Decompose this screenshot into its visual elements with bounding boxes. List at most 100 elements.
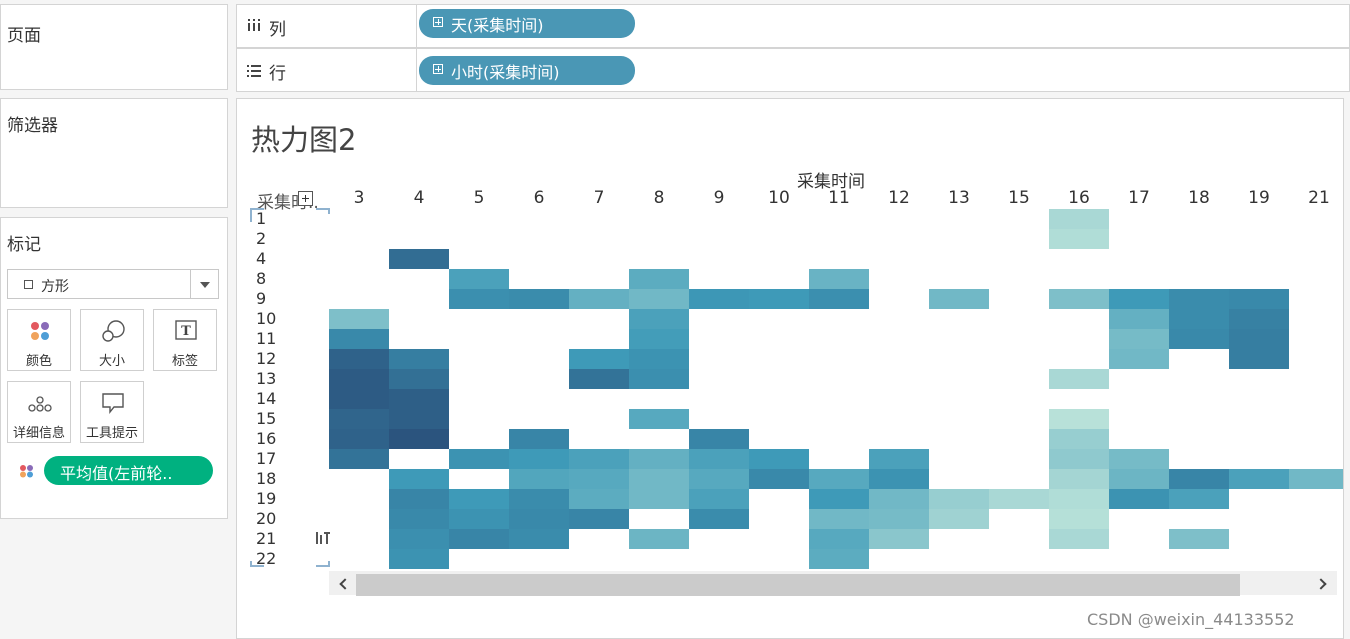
heatmap-cell[interactable] bbox=[989, 489, 1049, 509]
heatmap-cell[interactable] bbox=[1049, 229, 1109, 249]
column-label[interactable]: 13 bbox=[948, 188, 970, 208]
heatmap-cell[interactable] bbox=[389, 409, 449, 429]
heatmap-cell[interactable] bbox=[509, 289, 569, 309]
heatmap-cell[interactable] bbox=[389, 369, 449, 389]
heatmap-cell[interactable] bbox=[929, 489, 989, 509]
row-label[interactable]: 11 bbox=[256, 329, 277, 348]
color-button[interactable]: 颜色 bbox=[7, 309, 71, 371]
heatmap-cell[interactable] bbox=[389, 349, 449, 369]
expand-plus-icon[interactable] bbox=[433, 17, 443, 27]
column-label[interactable]: 12 bbox=[888, 188, 910, 208]
columns-shelf[interactable]: 列 天(采集时间) bbox=[236, 4, 1350, 48]
heatmap-cell[interactable] bbox=[629, 489, 689, 509]
heatmap-cell[interactable] bbox=[809, 549, 869, 569]
heatmap-cell[interactable] bbox=[569, 509, 629, 529]
column-label[interactable]: 18 bbox=[1188, 188, 1210, 208]
chevron-down-icon[interactable] bbox=[190, 270, 218, 298]
heatmap-cell[interactable] bbox=[1109, 489, 1169, 509]
horizontal-scrollbar[interactable] bbox=[329, 571, 1337, 596]
row-label[interactable]: 12 bbox=[256, 349, 277, 368]
heatmap-cell[interactable] bbox=[389, 529, 449, 549]
row-label[interactable]: 8 bbox=[256, 269, 267, 288]
heatmap-cell[interactable] bbox=[569, 449, 629, 469]
column-label[interactable]: 19 bbox=[1248, 188, 1270, 208]
heatmap-cell[interactable] bbox=[449, 269, 509, 289]
heatmap-cell[interactable] bbox=[629, 469, 689, 489]
heatmap-cell[interactable] bbox=[869, 509, 929, 529]
heatmap-cell[interactable] bbox=[449, 449, 509, 469]
heatmap-cell[interactable] bbox=[809, 489, 869, 509]
heatmap-cell[interactable] bbox=[509, 429, 569, 449]
heatmap-cell[interactable] bbox=[809, 509, 869, 529]
heatmap-cell[interactable] bbox=[749, 289, 809, 309]
expand-plus-icon[interactable] bbox=[433, 64, 443, 74]
heatmap-cell[interactable] bbox=[689, 489, 749, 509]
heatmap-cell[interactable] bbox=[1109, 309, 1169, 329]
color-field-pill[interactable]: 平均值(左前轮.. bbox=[44, 456, 213, 485]
heatmap-cell[interactable] bbox=[1229, 349, 1289, 369]
heatmap-cell[interactable] bbox=[389, 549, 449, 569]
scroll-right-arrow-icon[interactable] bbox=[1313, 574, 1333, 594]
heatmap-cell[interactable] bbox=[1229, 309, 1289, 329]
heatmap-cell[interactable] bbox=[629, 529, 689, 549]
scroll-left-arrow-icon[interactable] bbox=[333, 574, 353, 594]
heatmap-cell[interactable] bbox=[389, 509, 449, 529]
detail-button[interactable]: 详细信息 bbox=[7, 381, 71, 443]
heatmap-cell[interactable] bbox=[509, 529, 569, 549]
row-label[interactable]: 16 bbox=[256, 429, 277, 448]
heatmap-cell[interactable] bbox=[569, 369, 629, 389]
sort-icon[interactable] bbox=[315, 530, 331, 546]
heatmap-cell[interactable] bbox=[329, 329, 389, 349]
heatmap-cell[interactable] bbox=[689, 449, 749, 469]
column-label[interactable]: 7 bbox=[593, 188, 605, 208]
scrollbar-thumb[interactable] bbox=[356, 574, 1240, 596]
heatmap-cell[interactable] bbox=[509, 509, 569, 529]
heatmap-cell[interactable] bbox=[449, 509, 509, 529]
column-label[interactable]: 9 bbox=[713, 188, 725, 208]
heatmap-cell[interactable] bbox=[569, 289, 629, 309]
heatmap-cell[interactable] bbox=[1169, 469, 1229, 489]
heatmap-cell[interactable] bbox=[689, 469, 749, 489]
heatmap-cell[interactable] bbox=[449, 489, 509, 509]
heatmap-cell[interactable] bbox=[1229, 469, 1289, 489]
row-label[interactable]: 20 bbox=[256, 509, 277, 528]
heatmap-cell[interactable] bbox=[629, 449, 689, 469]
heatmap-cell[interactable] bbox=[629, 369, 689, 389]
heatmap-cell[interactable] bbox=[629, 349, 689, 369]
heatmap-cell[interactable] bbox=[689, 289, 749, 309]
heatmap-cell[interactable] bbox=[929, 509, 989, 529]
heatmap-cell[interactable] bbox=[509, 469, 569, 489]
heatmap-cell[interactable] bbox=[329, 309, 389, 329]
heatmap-cell[interactable] bbox=[1049, 469, 1109, 489]
heatmap-cell[interactable] bbox=[809, 289, 869, 309]
heatmap-cell[interactable] bbox=[749, 449, 809, 469]
row-label[interactable]: 10 bbox=[256, 309, 277, 328]
heatmap-cell[interactable] bbox=[1109, 289, 1169, 309]
tooltip-button[interactable]: 工具提示 bbox=[80, 381, 144, 443]
heatmap-cell[interactable] bbox=[569, 489, 629, 509]
row-label[interactable]: 21 bbox=[256, 529, 277, 548]
row-label[interactable]: 14 bbox=[256, 389, 277, 408]
heatmap-cell[interactable] bbox=[1109, 449, 1169, 469]
heatmap[interactable] bbox=[237, 99, 1344, 569]
heatmap-cell[interactable] bbox=[1109, 329, 1169, 349]
column-label[interactable]: 10 bbox=[768, 188, 790, 208]
pages-panel[interactable]: 页面 bbox=[0, 4, 228, 90]
heatmap-cell[interactable] bbox=[629, 289, 689, 309]
heatmap-cell[interactable] bbox=[869, 489, 929, 509]
heatmap-cell[interactable] bbox=[1109, 349, 1169, 369]
heatmap-cell[interactable] bbox=[1109, 469, 1169, 489]
column-label[interactable]: 8 bbox=[653, 188, 665, 208]
heatmap-cell[interactable] bbox=[389, 489, 449, 509]
heatmap-cell[interactable] bbox=[809, 269, 869, 289]
column-label[interactable]: 17 bbox=[1128, 188, 1150, 208]
heatmap-cell[interactable] bbox=[1169, 529, 1229, 549]
row-label[interactable]: 2 bbox=[256, 229, 267, 248]
heatmap-cell[interactable] bbox=[629, 269, 689, 289]
row-label[interactable]: 9 bbox=[256, 289, 267, 308]
heatmap-cell[interactable] bbox=[629, 329, 689, 349]
heatmap-cell[interactable] bbox=[689, 429, 749, 449]
heatmap-cell[interactable] bbox=[809, 529, 869, 549]
heatmap-cell[interactable] bbox=[569, 349, 629, 369]
column-label[interactable]: 16 bbox=[1068, 188, 1090, 208]
